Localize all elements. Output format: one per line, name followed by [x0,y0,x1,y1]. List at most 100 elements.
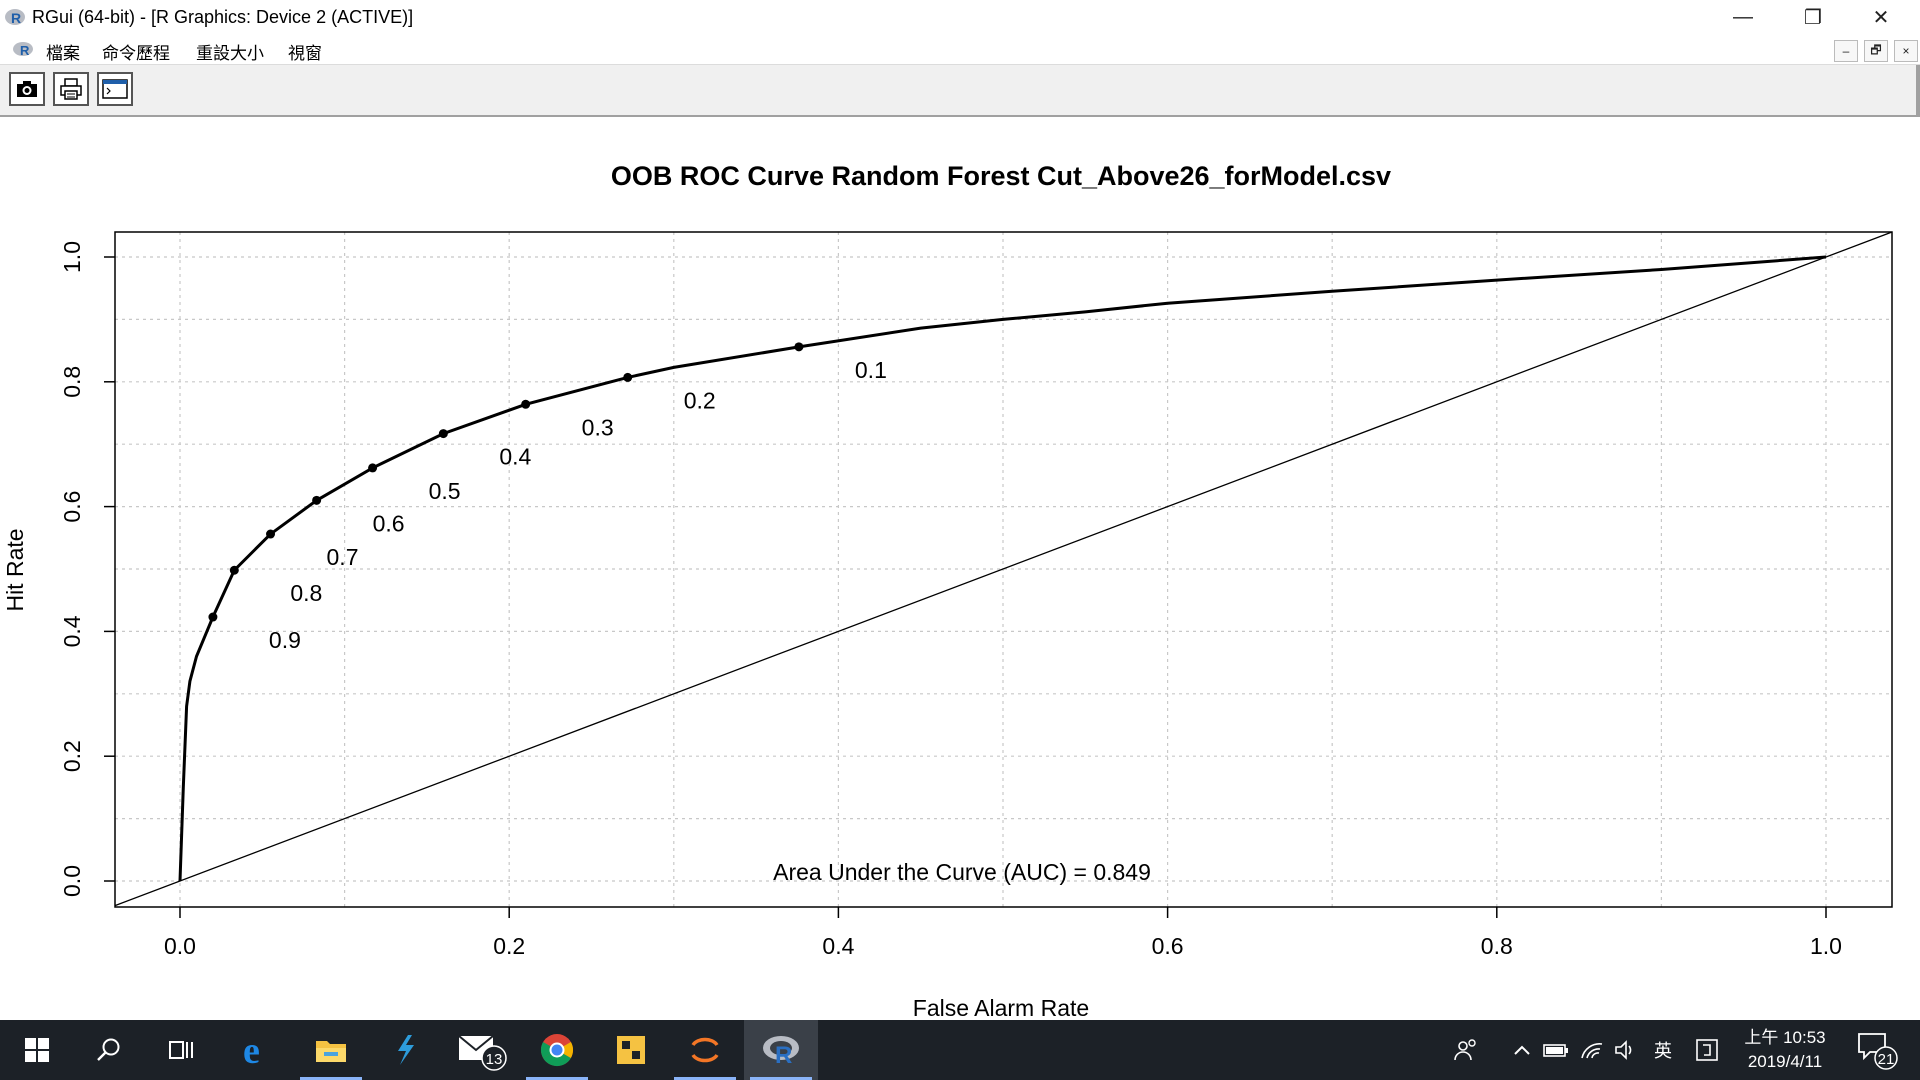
x-axis-ticks: 0.0 0.2 0.4 0.6 0.8 1.0 [164,907,1842,959]
copy-bitmap-button[interactable] [9,72,45,106]
windows-start-icon [25,1038,49,1062]
jupyter-icon [691,1037,719,1063]
taskbar-mail[interactable]: 13 [446,1020,520,1080]
chart-title: OOB ROC Curve Random Forest Cut_Above26_… [611,161,1391,191]
start-button[interactable] [0,1020,74,1080]
notification-center-button[interactable]: 21 [1852,1020,1902,1080]
y-tick-label: 0.6 [59,491,85,523]
menu-file[interactable]: 檔案 [46,44,80,63]
restore-button[interactable]: ❐ [1804,6,1822,29]
clock-date: 2019/4/11 [1747,1052,1823,1071]
people-icon [1454,1039,1476,1061]
menu-history[interactable]: 命令歷程 [102,44,170,63]
roc-chart: OOB ROC Curve Random Forest Cut_Above26_… [2,161,1893,1020]
taskbar-edge[interactable]: e [220,1020,294,1080]
graphics-toolbar [0,65,1920,117]
svg-text:R: R [20,43,30,58]
tray-input-mode[interactable] [1692,1020,1722,1080]
clock-time: 上午 10:53 [1744,1028,1826,1047]
camera-icon [17,81,37,97]
menu-resize[interactable]: 重設大小 [196,44,264,63]
print-button[interactable] [53,72,89,106]
threshold-label: 0.3 [582,414,614,440]
y-tick-label: 0.8 [59,366,85,398]
threshold-point [794,342,804,352]
menu-bar: R 檔案 命令歷程 重設大小 視窗 [0,34,1920,65]
minimize-button[interactable]: — [1733,5,1753,28]
threshold-point [368,463,378,473]
threshold-label: 0.7 [327,544,359,570]
search-icon [97,1038,120,1061]
svg-text:e: e [243,1033,260,1067]
running-indicator [526,1077,588,1080]
speaker-icon [1615,1040,1632,1060]
threshold-point [312,495,322,505]
r-logo-icon: R [13,42,33,58]
x-tick-label: 0.2 [493,933,525,959]
taskbar-visual-studio[interactable] [368,1020,442,1080]
threshold-label: 0.2 [684,387,716,413]
x-tick-label: 0.6 [1152,933,1184,959]
threshold-point [438,429,448,439]
x-tick-label: 1.0 [1810,933,1842,959]
clock[interactable]: 上午 10:53 2019/4/11 [1730,1026,1840,1074]
tray-people-button[interactable] [1448,1020,1484,1080]
y-axis-ticks: 0.0 0.2 0.4 0.6 0.8 1.0 [59,241,115,897]
app-icon [617,1036,645,1064]
input-mode-icon [1696,1039,1718,1061]
close-button[interactable]: ✕ [1872,6,1890,29]
y-tick-label: 0.4 [59,615,85,647]
plot-area-border [114,231,1893,908]
threshold-label: 0.9 [269,627,301,653]
threshold-point [623,372,633,382]
threshold-point [521,399,531,409]
taskbar-chrome[interactable] [520,1020,594,1080]
search-button[interactable] [72,1020,146,1080]
svg-text:R: R [775,1042,792,1067]
mail-badge-count: 13 [486,1051,503,1068]
r-icon: R [763,1036,799,1067]
console-window-icon [102,79,128,99]
window-title: RGui (64-bit) - [R Graphics: Device 2 (A… [32,7,414,27]
task-view-icon [169,1041,193,1059]
threshold-label: 0.8 [290,580,322,606]
taskbar: e 13 [0,1020,1920,1080]
notification-icon: 21 [1858,1033,1898,1070]
x-tick-label: 0.4 [822,933,854,959]
grid [115,232,1892,907]
y-tick-label: 0.0 [59,865,85,897]
threshold-point [208,612,218,622]
file-explorer-icon [316,1041,346,1062]
ime-indicator[interactable]: 英 [1654,1041,1672,1061]
running-indicator [674,1077,736,1080]
wifi-icon [1581,1043,1603,1059]
tray-overflow-button[interactable] [1508,1020,1536,1080]
reference-diagonal-line [114,231,1893,907]
mdi-close-button[interactable]: × [1894,40,1918,62]
title-bar: R RGui (64-bit) - [R Graphics: Device 2 … [0,0,1920,34]
console-button[interactable] [97,72,133,106]
menu-window[interactable]: 視窗 [288,44,322,63]
running-indicator [750,1077,812,1080]
y-axis-label: Hit Rate [2,528,28,611]
threshold-point [229,565,239,575]
taskbar-file-explorer[interactable] [294,1020,368,1080]
mail-icon: 13 [458,1035,507,1071]
mdi-minimize-button[interactable]: – [1834,40,1858,62]
mdi-restore-button[interactable]: 🗗 [1864,40,1888,62]
taskbar-jupyter[interactable] [668,1020,742,1080]
taskbar-app[interactable] [594,1020,668,1080]
x-axis-label: False Alarm Rate [913,995,1089,1020]
battery-icon [1543,1044,1568,1057]
taskbar-r[interactable]: R [744,1020,818,1080]
threshold-label: 0.5 [429,478,461,504]
threshold-points: 0.1 0.2 0.3 0.4 0.5 0.6 0.70.8 0.9 [208,342,887,653]
printer-icon [60,78,82,100]
task-view-button[interactable] [144,1020,218,1080]
tray-volume[interactable] [1612,1020,1640,1080]
x-tick-label: 0.0 [164,933,196,959]
tray-wifi[interactable] [1578,1020,1606,1080]
tray-battery[interactable] [1542,1020,1570,1080]
x-tick-label: 0.8 [1481,933,1513,959]
threshold-label: 0.1 [855,357,887,383]
